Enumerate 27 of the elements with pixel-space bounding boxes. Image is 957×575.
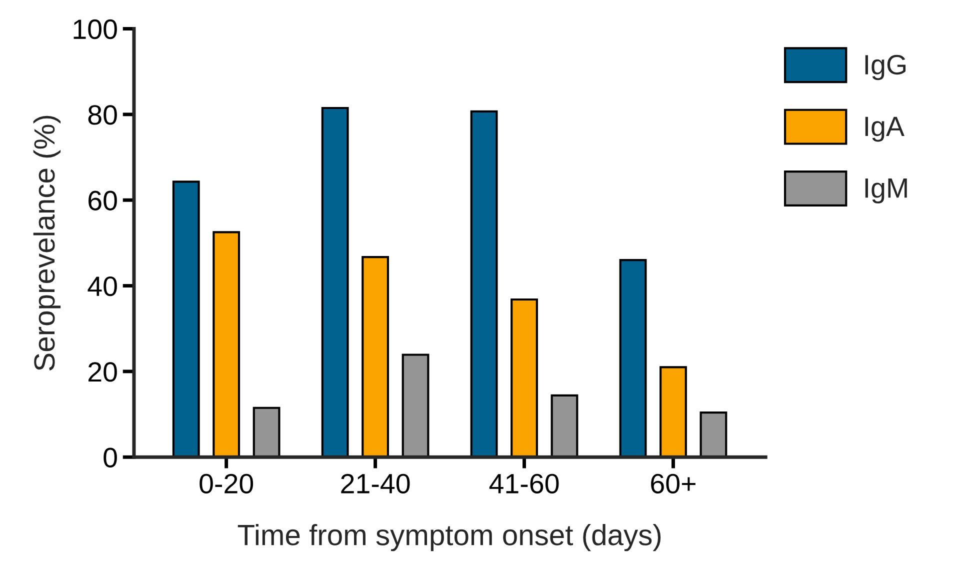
bar — [550, 394, 578, 458]
y-tick-label: 0 — [104, 448, 117, 468]
bar — [252, 406, 280, 458]
x-tick-label: 60+ — [651, 474, 696, 494]
bar — [660, 366, 687, 458]
y-tick-label: 20 — [88, 362, 117, 382]
y-axis-title: Seroprevelance (%) — [33, 116, 61, 370]
x-tick-label: 21-40 — [341, 474, 410, 494]
bar — [470, 110, 498, 458]
bar — [402, 354, 430, 458]
bar — [362, 256, 390, 458]
y-tick-label: 40 — [88, 276, 117, 296]
bar — [172, 180, 200, 458]
legend-label: IgG — [865, 54, 906, 80]
y-tick-label: 60 — [88, 190, 117, 210]
x-axis-title: Time from symptom onset (days) — [238, 524, 661, 552]
x-tick-label: 0-20 — [200, 474, 254, 494]
y-tick-label: 100 — [74, 19, 117, 40]
bar — [700, 412, 728, 458]
legend-label: IgA — [865, 116, 904, 142]
bar — [619, 259, 647, 458]
bar — [510, 298, 538, 458]
bar — [321, 106, 349, 458]
x-tick-label: 41-60 — [489, 474, 559, 494]
bar — [212, 231, 240, 458]
legend-label: IgM — [865, 178, 907, 204]
y-tick-label: 80 — [88, 105, 117, 125]
